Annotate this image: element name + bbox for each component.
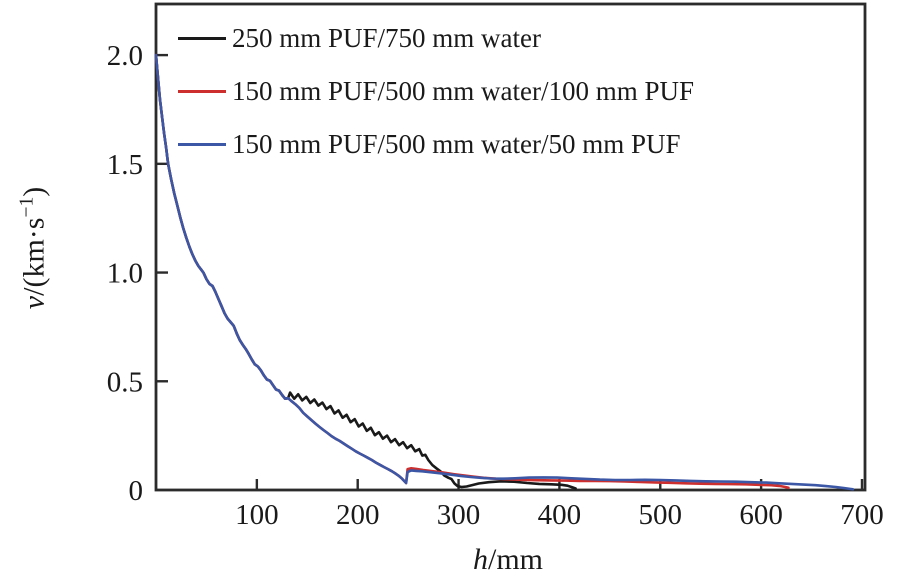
legend-item: 250 mm PUF/750 mm water xyxy=(178,12,694,65)
x-axis-label: h/mm xyxy=(473,543,543,577)
y-tick-label: 2.0 xyxy=(107,40,143,72)
legend-swatch-red xyxy=(178,90,226,93)
y-axis-label-unit-close: ) xyxy=(17,186,51,197)
series-line-3 xyxy=(154,53,855,491)
y-tick-label: 0.5 xyxy=(107,366,143,398)
x-tick-label: 400 xyxy=(538,499,582,531)
legend-label: 150 mm PUF/500 mm water/50 mm PUF xyxy=(232,129,681,159)
legend-swatch-blue xyxy=(178,143,226,146)
y-tick-label: 0 xyxy=(129,475,144,507)
y-axis-label: v/(km·s−1) xyxy=(17,187,52,309)
y-axis-label-unit: /(km·s xyxy=(17,217,51,296)
legend-label: 150 mm PUF/500 mm water/100 mm PUF xyxy=(232,76,695,106)
legend-item: 150 mm PUF/500 mm water/50 mm PUF xyxy=(178,118,694,171)
x-tick-label: 200 xyxy=(336,499,380,531)
x-tick-label: 100 xyxy=(235,499,279,531)
legend-swatch-black xyxy=(178,37,226,40)
x-tick-label: 300 xyxy=(437,499,481,531)
y-axis-label-symbol: v xyxy=(17,295,51,310)
x-tick-label: 600 xyxy=(739,499,783,531)
plot-frame xyxy=(154,2,867,492)
x-axis-label-unit: /mm xyxy=(487,543,544,576)
y-axis-label-superscript: −1 xyxy=(16,196,38,218)
x-axis-label-symbol: h xyxy=(472,543,488,576)
x-tick-label: 700 xyxy=(840,499,884,531)
y-tick-label: 1.5 xyxy=(107,149,143,181)
y-tick-label: 1.0 xyxy=(107,258,143,290)
legend-item: 150 mm PUF/500 mm water/100 mm PUF xyxy=(178,65,694,118)
legend: 250 mm PUF/750 mm water 150 mm PUF/500 m… xyxy=(178,12,694,171)
x-tick-label: 500 xyxy=(639,499,683,531)
legend-label: 250 mm PUF/750 mm water xyxy=(232,23,541,53)
